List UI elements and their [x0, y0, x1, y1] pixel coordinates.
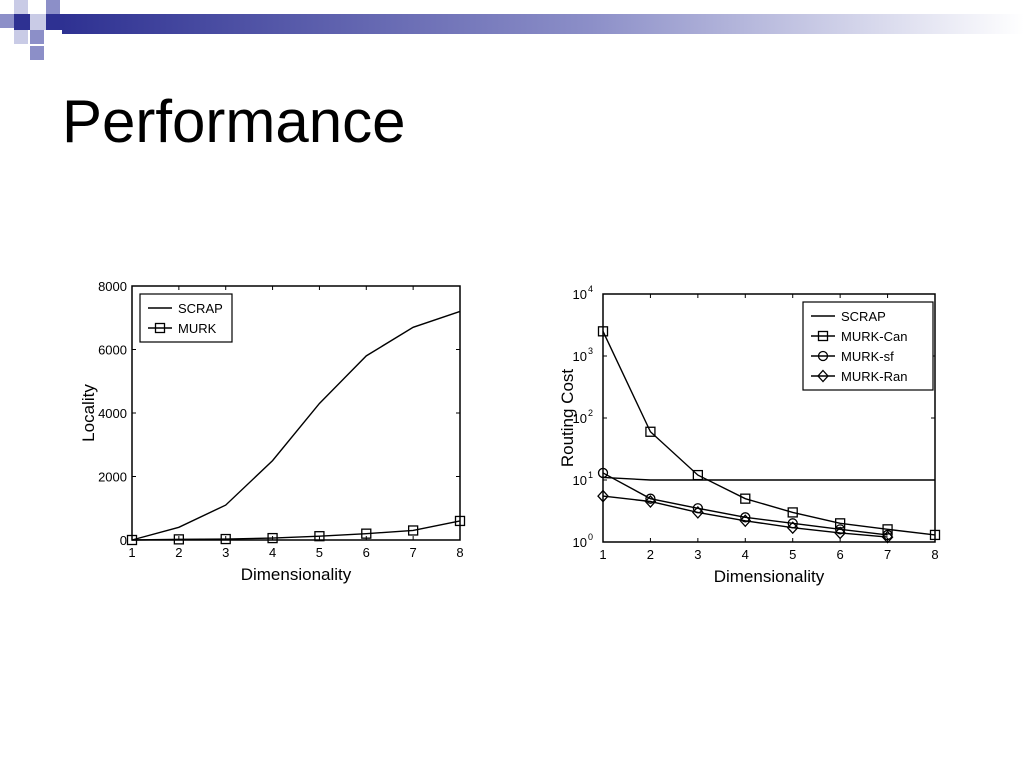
x-axis-label: Dimensionality	[241, 565, 352, 584]
x-tick-label: 8	[931, 547, 938, 562]
data-point-square	[597, 326, 609, 337]
y-tick-exponent: 1	[588, 470, 593, 480]
data-point-circle	[817, 350, 829, 362]
legend-label: SCRAP	[178, 301, 223, 316]
data-point-square	[645, 426, 656, 437]
x-tick-label: 5	[789, 547, 796, 562]
deco-square	[0, 14, 14, 28]
deco-square	[46, 14, 62, 30]
data-point-square	[882, 524, 893, 535]
x-tick-label: 1	[599, 547, 606, 562]
data-point-diamond	[881, 530, 894, 544]
deco-square	[30, 30, 44, 44]
data-point-diamond	[597, 489, 609, 503]
y-tick-exponent: 4	[588, 284, 593, 294]
y-tick-label: 10	[573, 287, 587, 302]
series-line	[602, 495, 888, 538]
x-tick-label: 8	[456, 545, 463, 560]
data-point-diamond	[691, 505, 704, 519]
y-tick-label: 6000	[98, 343, 127, 358]
y-tick-label: 10	[573, 535, 587, 550]
data-point-square	[154, 322, 166, 334]
legend-label: MURK-Ran	[841, 369, 907, 384]
slide-title: Performance	[62, 88, 406, 155]
y-tick-exponent: 2	[588, 408, 593, 418]
data-point-square	[361, 528, 372, 539]
series-line	[602, 331, 936, 536]
title-decoration	[0, 0, 1024, 60]
data-point-square	[407, 525, 419, 536]
data-point-square	[740, 493, 751, 504]
title-band	[62, 14, 1024, 34]
x-tick-label: 4	[742, 547, 749, 562]
data-point-square	[787, 507, 798, 518]
locality-chart: 1 2 3 4 5 6 7 8 0 2000 4000 6000 8000 Dimensionality L…	[79, 279, 466, 584]
y-tick-label: 4000	[98, 406, 127, 421]
x-tick-label: 2	[647, 547, 654, 562]
y-tick-exponent: 3	[588, 346, 593, 356]
data-point-square	[817, 330, 829, 342]
x-tick-label: 2	[175, 545, 182, 560]
data-point-circle	[834, 524, 846, 535]
data-point-diamond	[834, 526, 847, 540]
series-line	[602, 472, 888, 536]
deco-square	[14, 30, 28, 44]
x-tick-label: 6	[837, 547, 844, 562]
deco-square	[30, 14, 46, 30]
deco-square	[46, 0, 60, 14]
data-point-diamond	[817, 369, 829, 383]
data-point-square	[126, 534, 138, 546]
legend-box	[139, 293, 233, 343]
deco-square	[30, 46, 44, 60]
data-point-square	[220, 533, 231, 545]
data-point-diamond	[786, 521, 799, 535]
x-tick-label: 1	[128, 545, 135, 560]
series-line	[602, 476, 935, 481]
deco-square	[14, 14, 30, 30]
series-line	[131, 520, 461, 541]
y-axis-label: Locality	[79, 384, 98, 442]
y-tick-exponent: 0	[588, 532, 593, 542]
x-axis-label: Dimensionality	[714, 567, 825, 586]
y-tick-label: 2000	[98, 470, 127, 485]
data-point-circle	[597, 467, 609, 479]
y-tick-label: 10	[573, 473, 587, 488]
legend-label: MURK	[178, 321, 217, 336]
y-tick-label: 8000	[98, 279, 127, 294]
data-point-square	[173, 534, 185, 545]
x-tick-label: 7	[410, 545, 417, 560]
data-point-circle	[645, 493, 656, 504]
y-tick-label: 0	[120, 533, 127, 548]
data-point-circle	[882, 529, 893, 541]
x-tick-label: 4	[269, 545, 276, 560]
data-point-diamond	[644, 495, 657, 508]
x-tick-label: 3	[222, 545, 229, 560]
legend-label: MURK-sf	[841, 349, 894, 364]
deco-square	[14, 0, 28, 14]
x-tick-label: 5	[316, 545, 323, 560]
legend-label: SCRAP	[841, 309, 886, 324]
data-point-circle	[740, 512, 751, 523]
x-tick-label: 7	[884, 547, 891, 562]
data-point-square	[314, 531, 325, 542]
y-axis-label: Routing Cost	[558, 369, 577, 468]
y-tick-label: 10	[573, 349, 587, 364]
x-tick-label: 6	[363, 545, 370, 560]
data-point-square	[267, 532, 278, 544]
data-point-diamond	[739, 514, 752, 528]
y-tick-label: 10	[573, 411, 587, 426]
legend-label: MURK-Can	[841, 329, 907, 344]
data-point-square	[929, 529, 941, 541]
x-tick-label: 3	[694, 547, 701, 562]
data-point-square	[454, 515, 466, 527]
data-point-square	[692, 469, 704, 481]
series-line	[131, 310, 461, 541]
